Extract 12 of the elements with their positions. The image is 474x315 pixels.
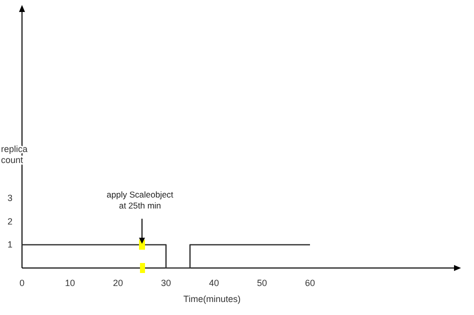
x-axis-title: Time(minutes) xyxy=(183,294,241,304)
y-tick-label: 3 xyxy=(7,193,13,204)
y-tick-label: 1 xyxy=(7,240,13,250)
x-tick-label: 10 xyxy=(64,278,76,288)
x-tick-label: 60 xyxy=(304,278,316,288)
x-tick-label: 50 xyxy=(256,278,268,288)
x-tick-label: 0 xyxy=(19,278,25,288)
x-tick-label: 20 xyxy=(112,278,124,288)
x-tick-label: 30 xyxy=(160,278,172,288)
y-tick-label: 2 xyxy=(7,216,13,226)
annotation: apply Scaleobject at 25th min xyxy=(106,190,174,211)
x-tick-label: 40 xyxy=(208,278,220,288)
